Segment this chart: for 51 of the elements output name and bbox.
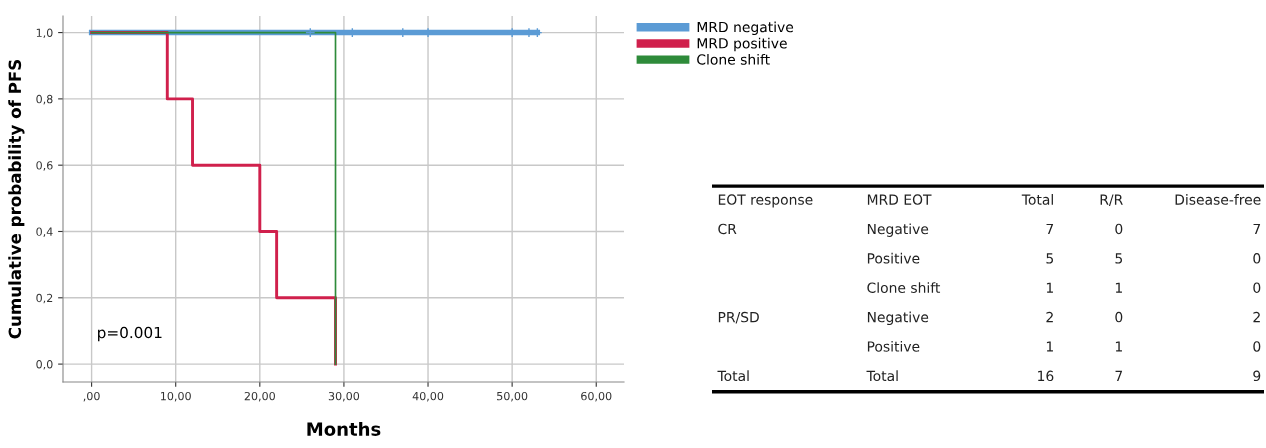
text: 16 (1038, 370, 1054, 382)
legend-label: MRD positive (697, 37, 787, 52)
text: 0 (1253, 253, 1261, 264)
text: 5 (1046, 253, 1054, 264)
text: 9 (1253, 370, 1261, 382)
y-tick-label: 0,2 (36, 293, 53, 304)
text: R/R (1100, 194, 1123, 206)
text: Total (1021, 194, 1053, 205)
x-tick-label: 20,00 (244, 391, 275, 402)
text: 7 (1115, 370, 1123, 381)
text: 1 (1046, 341, 1053, 352)
text: 1 (1046, 282, 1053, 293)
text: Disease-free (1175, 194, 1261, 205)
text: Total (717, 370, 749, 382)
x-tick-label: ,00 (83, 391, 100, 402)
y-tick-label: 0,6 (36, 161, 53, 171)
x-tick-label: 10,00 (161, 391, 191, 402)
text: 0 (1253, 341, 1261, 352)
text: MRD EOT (867, 194, 932, 205)
text: CR (718, 223, 737, 235)
text: 5 (1115, 253, 1123, 264)
text: Positive (867, 340, 920, 352)
legend-label: MRD negative (697, 21, 794, 35)
annotation: p=0.001 (98, 326, 162, 342)
text: 2 (1253, 311, 1260, 323)
x-tick-label: 60,00 (581, 391, 612, 402)
y-tick-label: 0,8 (36, 94, 53, 105)
y-axis-title: Cumulative probability of PFS (8, 59, 25, 339)
x-tick-label: 50,00 (497, 391, 528, 402)
text: Positive (867, 252, 920, 264)
text: EOT response (718, 194, 813, 208)
y-tick-label: 0,0 (36, 360, 53, 370)
text: 0 (1253, 282, 1261, 293)
text: PR/SD (718, 311, 759, 324)
x-tick-label: 30,00 (328, 391, 360, 402)
text: Total (866, 370, 898, 382)
text: Clone shift (867, 282, 941, 293)
text: 2 (1046, 311, 1053, 323)
text: 7 (1046, 223, 1054, 235)
text: 0 (1115, 311, 1123, 323)
text: 0 (1115, 223, 1123, 235)
y-tick-label: 0,4 (36, 227, 53, 237)
y-tick-label: 1,0 (36, 28, 53, 39)
text: Negative (867, 223, 929, 237)
text: 1 (1115, 282, 1122, 293)
text: 7 (1253, 223, 1261, 235)
text: 1 (1115, 341, 1122, 352)
x-axis-title: Months (307, 421, 381, 436)
text: Negative (867, 311, 929, 326)
legend-label: Clone shift (697, 53, 770, 65)
x-tick-label: 40,00 (412, 391, 444, 402)
